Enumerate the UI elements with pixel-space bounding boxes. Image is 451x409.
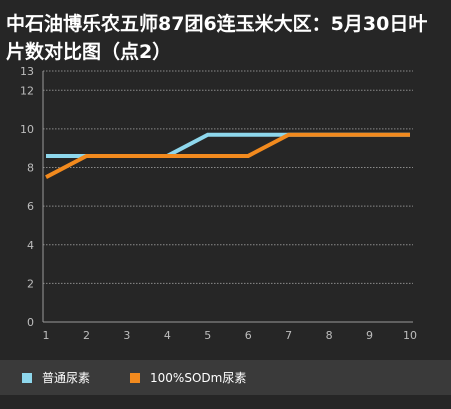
x-tick-label-8: 8 (326, 329, 333, 342)
x-tick-label-2: 2 (83, 329, 90, 342)
x-tick-label-10: 10 (403, 329, 417, 342)
series-lines (45, 132, 410, 179)
legend-item-series-2: 100%SODm尿素 (130, 369, 246, 386)
x-tick-label-1: 1 (43, 329, 50, 342)
y-tick-label-13: 13 (20, 65, 34, 78)
y-tick-label-0: 0 (27, 316, 34, 329)
y-tick-label-12: 12 (20, 84, 34, 97)
legend-swatch-series-1 (22, 372, 32, 383)
x-tick-label-7: 7 (285, 329, 292, 342)
grid-lines (43, 70, 413, 284)
x-tick-label-4: 4 (164, 329, 171, 342)
legend-label-series-1: 普通尿素 (42, 371, 91, 385)
y-tick-label-2: 2 (27, 277, 34, 290)
x-tick-label-6: 6 (245, 329, 252, 342)
series-line-2 (45, 132, 410, 179)
legend-label-series-2: 100%SODm尿素 (150, 371, 247, 385)
axes (42, 71, 413, 323)
y-tick-label-8: 8 (27, 162, 34, 175)
y-tick-label-4: 4 (27, 239, 34, 252)
y-tick-labels: 0 2 4 6 8 10 12 13 (20, 65, 34, 329)
legend: 普通尿素 100%SODm尿素 (0, 360, 451, 395)
x-tick-label-3: 3 (123, 329, 130, 342)
legend-item-series-1: 普通尿素 (22, 369, 90, 386)
x-tick-label-5: 5 (204, 329, 211, 342)
legend-swatch-series-2 (130, 372, 141, 383)
y-tick-label-6: 6 (27, 200, 34, 213)
chart-title: 中石油博乐农五师87团6连玉米大区：5月30日叶片数对比图（点2） (6, 13, 428, 63)
series-line-1 (46, 132, 410, 158)
x-tick-labels: 1 2 3 4 5 6 7 8 9 10 (43, 329, 418, 342)
x-tick-label-9: 9 (366, 329, 373, 342)
y-tick-label-10: 10 (20, 123, 34, 136)
